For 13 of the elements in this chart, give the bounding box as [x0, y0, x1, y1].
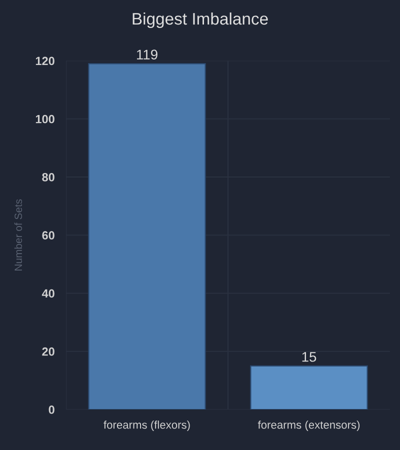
data-label: 119: [136, 50, 158, 60]
y-axis-title: Number of Sets: [14, 199, 22, 270]
x-tick-label: forearms (extensors): [258, 420, 360, 431]
y-tick-label: 120: [36, 56, 54, 66]
chart-title: Biggest Imbalance: [132, 12, 268, 28]
y-tick-label: 60: [42, 231, 54, 240]
y-tick-label: 80: [42, 173, 54, 182]
y-tick-label: 20: [42, 347, 54, 356]
y-tick-label: 0: [48, 406, 54, 414]
y-tick-label: 40: [42, 289, 54, 298]
y-tick-label: 100: [36, 114, 54, 124]
data-label: 15: [302, 352, 316, 362]
x-tick-label: forearms (flexors): [104, 420, 190, 431]
